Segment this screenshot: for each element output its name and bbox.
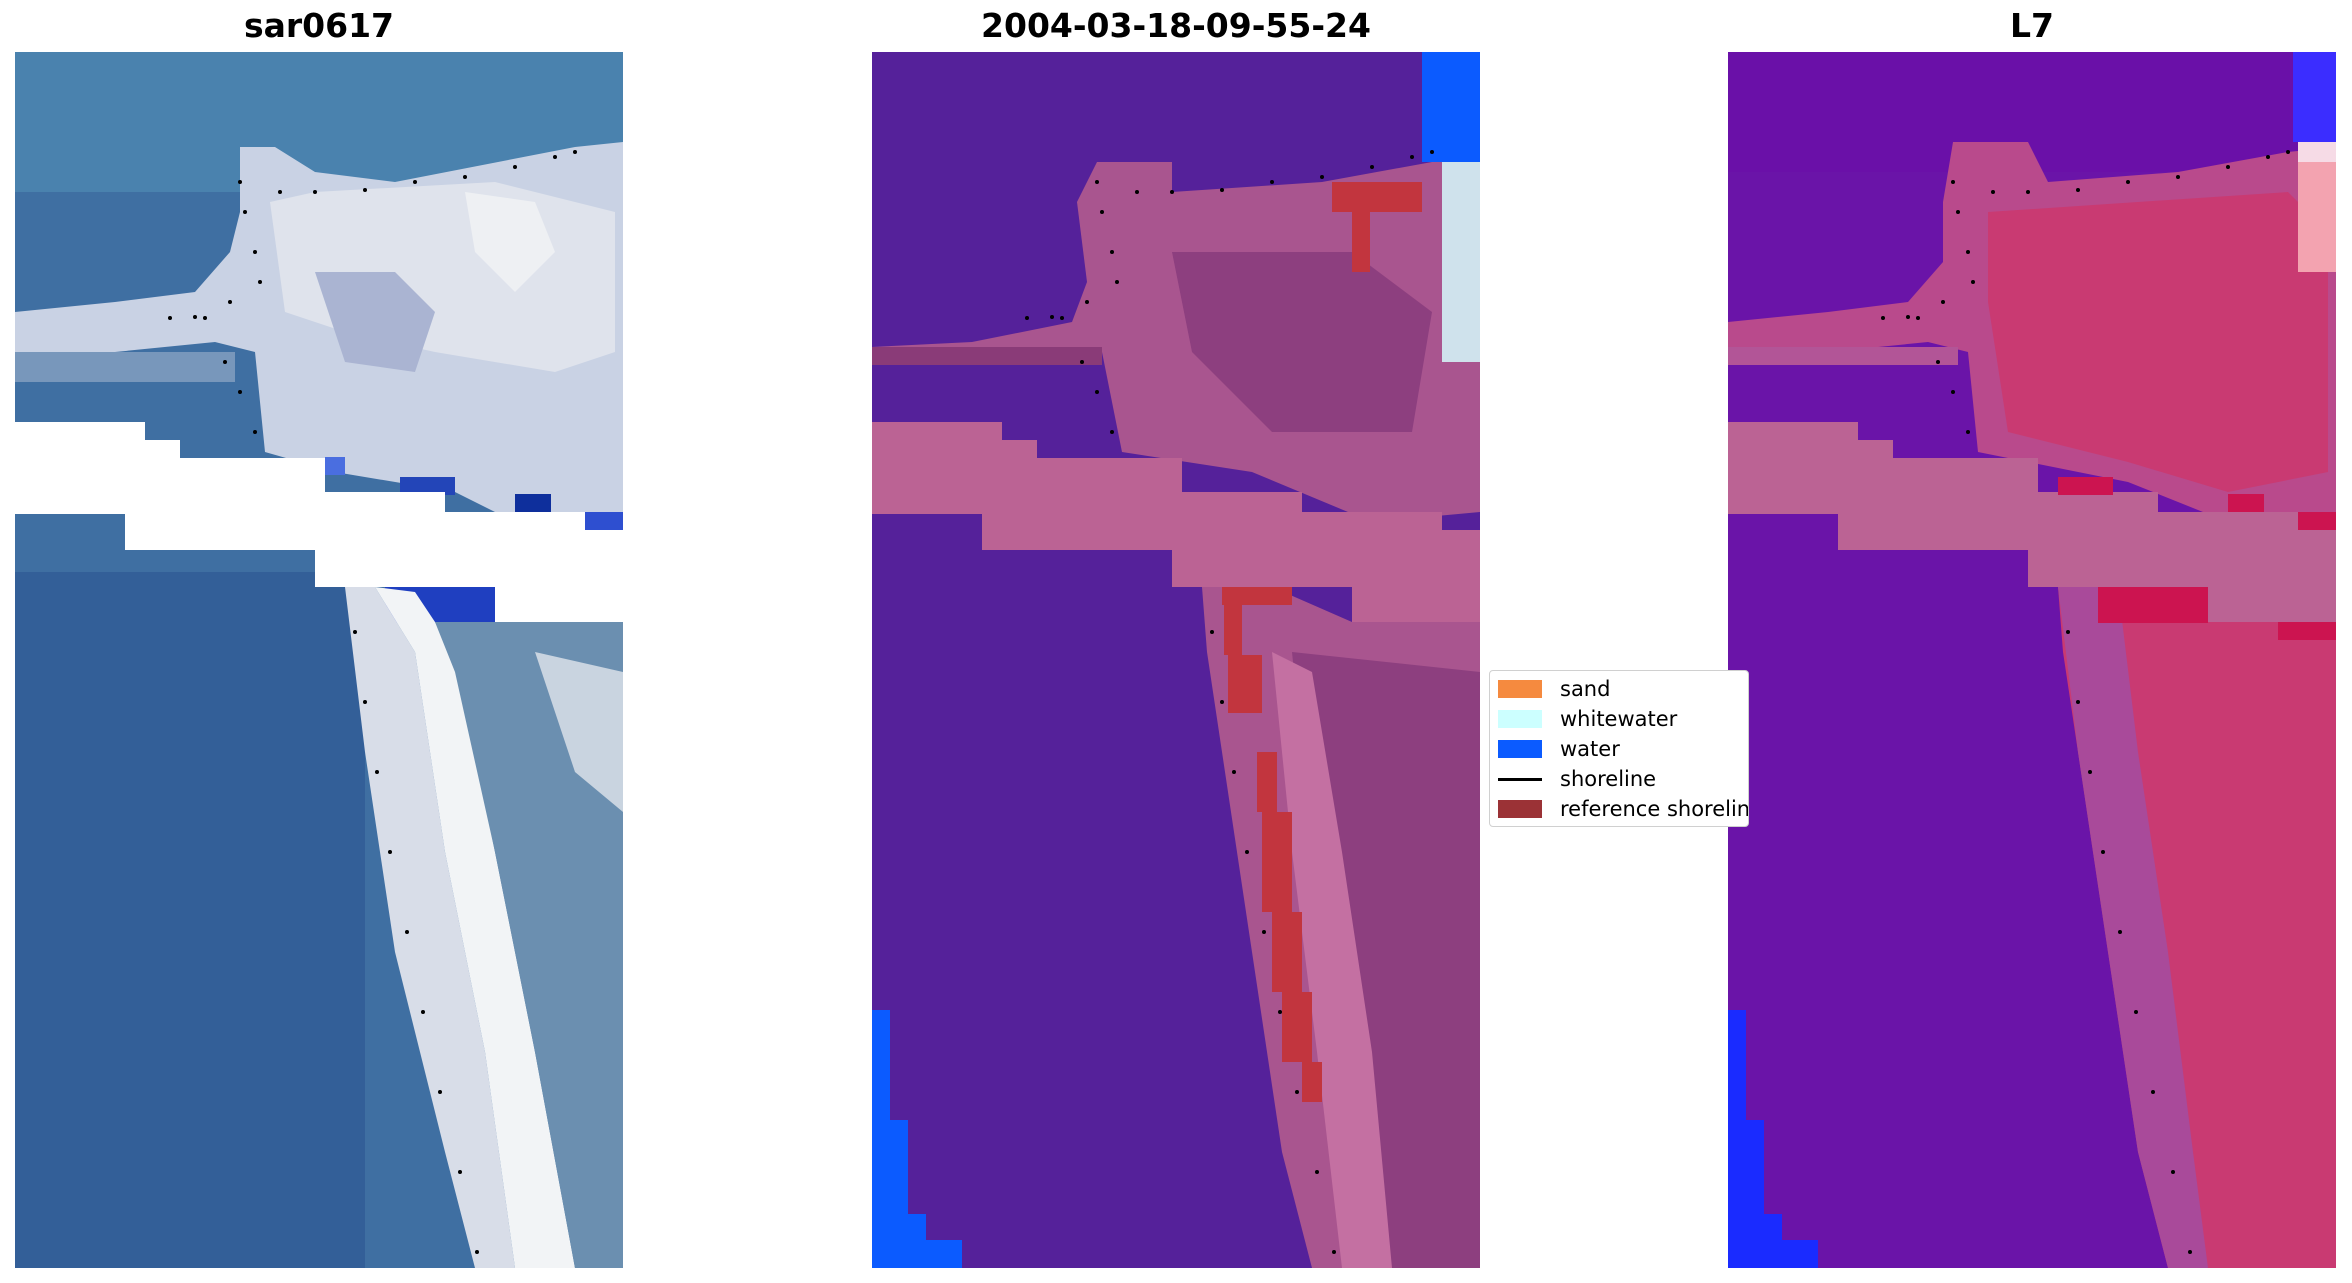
water-swatch <box>1498 740 1542 758</box>
index-image <box>1728 52 2336 1268</box>
legend-item-reference-shoreline: reference shoreline <box>1498 795 1749 823</box>
legend-item-whitewater: whitewater <box>1498 705 1677 733</box>
rgb-image-panel <box>15 52 623 1268</box>
legend-item-sand: sand <box>1498 675 1610 703</box>
legend-label-whitewater: whitewater <box>1560 707 1678 731</box>
panel-title-index: L7 <box>2010 6 2054 45</box>
legend-label-water: water <box>1560 737 1620 761</box>
shoreline-points-rgb <box>168 150 577 1254</box>
legend-item-shoreline: shoreline <box>1498 765 1656 793</box>
legend-label-sand: sand <box>1560 677 1611 701</box>
shoreline-line-swatch <box>1498 777 1542 781</box>
legend-item-water: water <box>1498 735 1620 763</box>
classified-image-panel <box>872 52 1480 1268</box>
shoreline-points-index <box>1881 150 2290 1254</box>
classified-image <box>872 52 1480 1268</box>
legend-label-reference-shoreline: reference shoreline <box>1560 797 1749 821</box>
sand-swatch <box>1498 680 1542 698</box>
legend-label-shoreline: shoreline <box>1560 767 1657 791</box>
whitewater-swatch <box>1498 710 1542 728</box>
panel-title-classified: 2004-03-18-09-55-24 <box>981 6 1371 45</box>
index-image-panel <box>1728 52 2336 1268</box>
panel-title-rgb: sar0617 <box>243 6 395 45</box>
rgb-image <box>15 52 623 1268</box>
shoreline-points-class <box>1025 150 1434 1254</box>
reference-shoreline-swatch <box>1498 800 1542 818</box>
legend: sand whitewater water shoreline referenc… <box>1489 670 1749 827</box>
reference-shoreline-class <box>1222 587 1322 1102</box>
